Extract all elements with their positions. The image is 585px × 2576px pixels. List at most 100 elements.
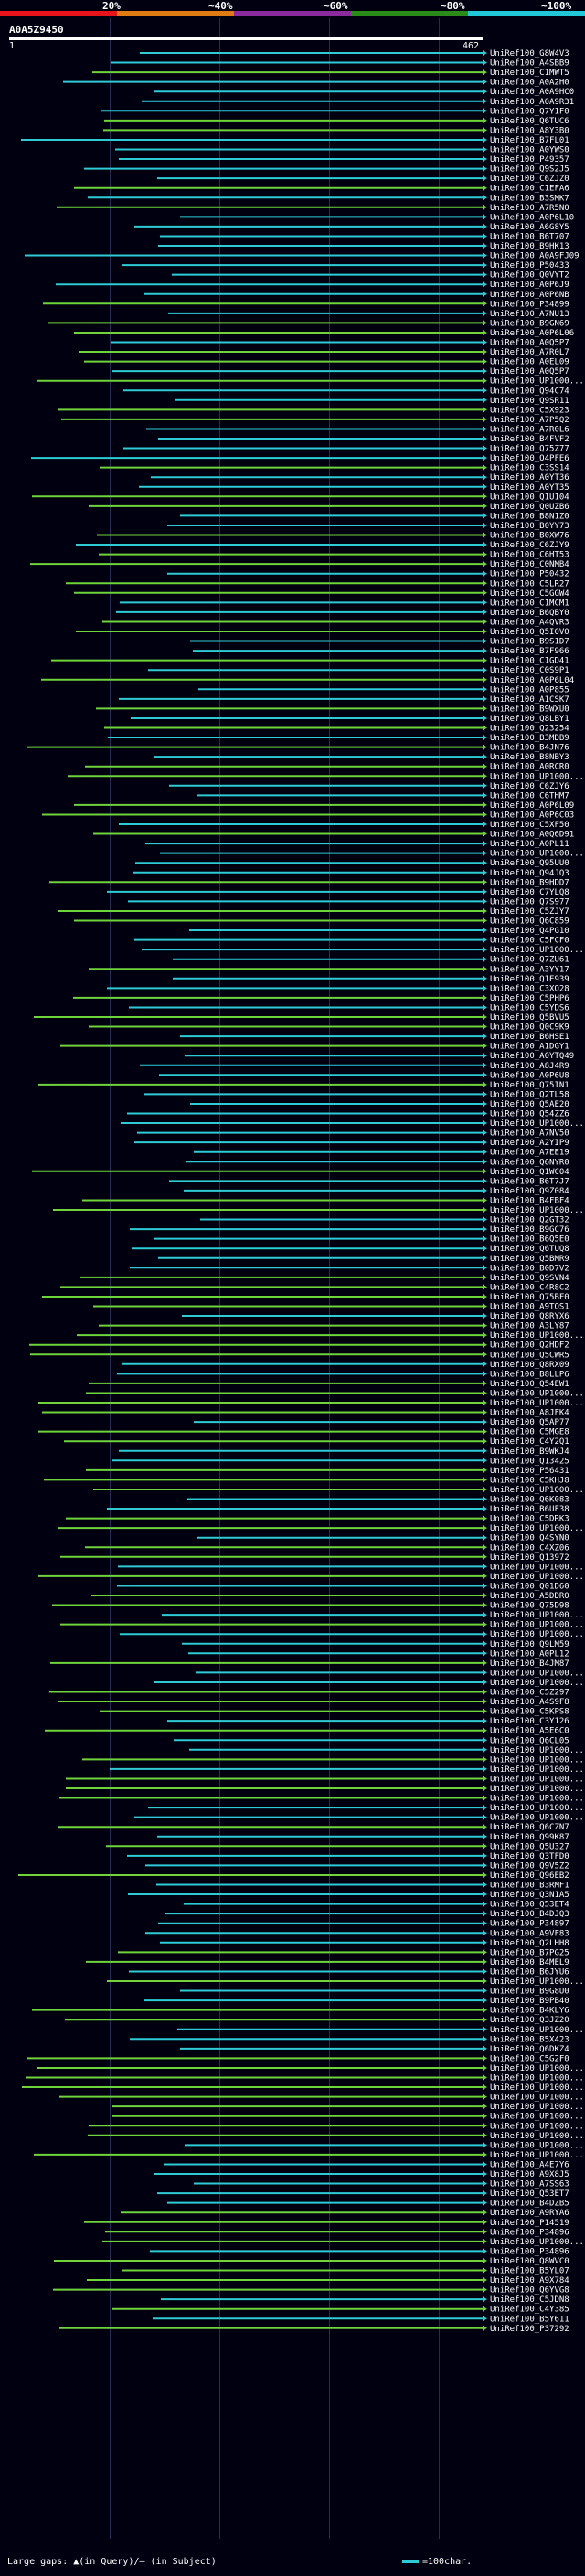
hit-label[interactable]: UniRef100_Q1E939 bbox=[490, 975, 569, 984]
hit-label[interactable]: UniRef100_C4Y385 bbox=[490, 2306, 569, 2315]
hit-label[interactable]: UniRef100_A6G8Y5 bbox=[490, 223, 569, 232]
hit-label[interactable]: UniRef100_A0A9HC0 bbox=[490, 88, 574, 97]
hit-label[interactable]: UniRef100_B8NBY3 bbox=[490, 753, 569, 762]
hit-label[interactable]: UniRef100_A7R0L6 bbox=[490, 425, 569, 434]
hit-label[interactable]: UniRef100_Q9V5Z2 bbox=[490, 1861, 569, 1871]
hit-label[interactable]: UniRef100_A5E6C0 bbox=[490, 1727, 569, 1736]
hit-label[interactable]: UniRef100_B3MDB9 bbox=[490, 734, 569, 743]
hit-label[interactable]: UniRef100_A0P6U8 bbox=[490, 1071, 569, 1080]
hit-label[interactable]: UniRef100_Q75Z77 bbox=[490, 445, 569, 454]
hit-label[interactable]: UniRef100_C7YLQ8 bbox=[490, 888, 569, 897]
hit-label[interactable]: UniRef100_A7R5N0 bbox=[490, 204, 569, 213]
hit-label[interactable]: UniRef100_B4MEL9 bbox=[490, 1958, 569, 1967]
hit-label[interactable]: UniRef100_B9GN69 bbox=[490, 319, 569, 328]
hit-label[interactable]: UniRef100_B8N1Z0 bbox=[490, 512, 569, 521]
hit-label[interactable]: UniRef100_Q5AE20 bbox=[490, 1100, 569, 1109]
hit-label[interactable]: UniRef100_UP1000... bbox=[490, 2238, 584, 2247]
hit-label[interactable]: UniRef100_Q7Y1F0 bbox=[490, 107, 569, 116]
hit-label[interactable]: UniRef100_UP1000... bbox=[490, 1206, 584, 1215]
hit-label[interactable]: UniRef100_Q99K87 bbox=[490, 1833, 569, 1842]
hit-label[interactable]: UniRef100_B3RMF1 bbox=[490, 1882, 569, 1891]
hit-label[interactable]: UniRef100_A0YWS0 bbox=[490, 146, 569, 155]
hit-label[interactable]: UniRef100_Q23254 bbox=[490, 725, 569, 734]
hit-label[interactable]: UniRef100_Q96EB2 bbox=[490, 1871, 569, 1881]
hit-label[interactable]: UniRef100_A5DDR0 bbox=[490, 1592, 569, 1601]
hit-label[interactable]: UniRef100_C5KPS8 bbox=[490, 1708, 569, 1717]
hit-label[interactable]: UniRef100_A8JFK4 bbox=[490, 1409, 569, 1418]
hit-label[interactable]: UniRef100_B3SMK7 bbox=[490, 194, 569, 203]
hit-label[interactable]: UniRef100_Q75D98 bbox=[490, 1602, 569, 1611]
hit-label[interactable]: UniRef100_C5LR27 bbox=[490, 579, 569, 588]
hit-label[interactable]: UniRef100_A0P6L09 bbox=[490, 801, 574, 811]
hit-label[interactable]: UniRef100_UP1000... bbox=[490, 2103, 584, 2112]
hit-label[interactable]: UniRef100_UP1000... bbox=[490, 1524, 584, 1533]
hit-label[interactable]: UniRef100_Q1WC04 bbox=[490, 1168, 569, 1177]
hit-label[interactable]: UniRef100_A0P6L06 bbox=[490, 329, 574, 338]
hit-label[interactable]: UniRef100_C1EFA6 bbox=[490, 185, 569, 194]
hit-label[interactable]: UniRef100_UP1000... bbox=[490, 1746, 584, 1755]
hit-label[interactable]: UniRef100_B6T707 bbox=[490, 232, 569, 241]
hit-label[interactable]: UniRef100_P14519 bbox=[490, 2219, 569, 2228]
hit-label[interactable]: UniRef100_A3LY87 bbox=[490, 1322, 569, 1331]
hit-label[interactable]: UniRef100_Q4SYN0 bbox=[490, 1534, 569, 1543]
hit-label[interactable]: UniRef100_P34896 bbox=[490, 2247, 569, 2256]
hit-label[interactable]: UniRef100_Q3N1A5 bbox=[490, 1891, 569, 1900]
hit-label[interactable]: UniRef100_Q6YVG8 bbox=[490, 2286, 569, 2295]
hit-label[interactable]: UniRef100_C6HT53 bbox=[490, 551, 569, 560]
hit-label[interactable]: UniRef100_B9HK13 bbox=[490, 242, 569, 251]
hit-label[interactable]: UniRef100_C5JDN8 bbox=[490, 2295, 569, 2305]
hit-label[interactable]: UniRef100_Q54EW1 bbox=[490, 1380, 569, 1389]
hit-label[interactable]: UniRef100_C6ZJY6 bbox=[490, 782, 569, 791]
hit-label[interactable]: UniRef100_Q5AP77 bbox=[490, 1418, 569, 1427]
hit-label[interactable]: UniRef100_A0P6C03 bbox=[490, 811, 574, 820]
hit-label[interactable]: UniRef100_A4QVR3 bbox=[490, 618, 569, 627]
hit-label[interactable]: UniRef100_C4XZ06 bbox=[490, 1543, 569, 1553]
hit-label[interactable]: UniRef100_Q9SR11 bbox=[490, 397, 569, 406]
hit-label[interactable]: UniRef100_A0EL09 bbox=[490, 358, 569, 367]
hit-label[interactable]: UniRef100_Q0VYT2 bbox=[490, 271, 569, 281]
hit-label[interactable]: UniRef100_A9RYA6 bbox=[490, 2209, 569, 2218]
hit-label[interactable]: UniRef100_Q6CL05 bbox=[490, 1736, 569, 1745]
hit-label[interactable]: UniRef100_Q5I0V0 bbox=[490, 628, 569, 637]
hit-label[interactable]: UniRef100_A0Q6D91 bbox=[490, 831, 574, 840]
hit-label[interactable]: UniRef100_C4R8C2 bbox=[490, 1283, 569, 1292]
hit-label[interactable]: UniRef100_UP1000... bbox=[490, 1331, 584, 1341]
hit-label[interactable]: UniRef100_A1DGY1 bbox=[490, 1043, 569, 1052]
hit-label[interactable]: UniRef100_UP1000... bbox=[490, 2064, 584, 2073]
hit-label[interactable]: UniRef100_Q8WVC0 bbox=[490, 2257, 569, 2266]
hit-label[interactable]: UniRef100_UP1000... bbox=[490, 1755, 584, 1765]
hit-label[interactable]: UniRef100_A0P6NB bbox=[490, 291, 569, 300]
hit-label[interactable]: UniRef100_G8W4V3 bbox=[490, 49, 569, 58]
hit-label[interactable]: UniRef100_UP1000... bbox=[490, 1785, 584, 1794]
hit-label[interactable]: UniRef100_B9PB40 bbox=[490, 1997, 569, 2006]
hit-label[interactable]: UniRef100_B6Q5E0 bbox=[490, 1235, 569, 1245]
hit-label[interactable]: UniRef100_Q9S2J5 bbox=[490, 165, 569, 175]
hit-label[interactable]: UniRef100_B4KLY6 bbox=[490, 2007, 569, 2016]
hit-label[interactable]: UniRef100_Q53ET4 bbox=[490, 1901, 569, 1910]
hit-label[interactable]: UniRef100_B0YY73 bbox=[490, 522, 569, 531]
hit-label[interactable]: UniRef100_UP1000... bbox=[490, 772, 584, 781]
hit-label[interactable]: UniRef100_UP1000... bbox=[490, 2132, 584, 2141]
hit-label[interactable]: UniRef100_A7EE19 bbox=[490, 1149, 569, 1158]
hit-label[interactable]: UniRef100_B4JM87 bbox=[490, 1659, 569, 1669]
hit-label[interactable]: UniRef100_Q94JQ3 bbox=[490, 869, 569, 878]
hit-label[interactable]: UniRef100_A2YIP9 bbox=[490, 1139, 569, 1148]
hit-label[interactable]: UniRef100_A7R0L7 bbox=[490, 348, 569, 357]
hit-label[interactable]: UniRef100_UP1000... bbox=[490, 2094, 584, 2103]
hit-label[interactable]: UniRef100_UP1000... bbox=[490, 2113, 584, 2122]
hit-label[interactable]: UniRef100_C5PHP6 bbox=[490, 994, 569, 1003]
hit-label[interactable]: UniRef100_A9X784 bbox=[490, 2276, 569, 2285]
hit-label[interactable]: UniRef100_Q6TUQ8 bbox=[490, 1245, 569, 1254]
hit-label[interactable]: UniRef100_B0D7V2 bbox=[490, 1264, 569, 1273]
hit-label[interactable]: UniRef100_Q9LM59 bbox=[490, 1640, 569, 1649]
hit-label[interactable]: UniRef100_A7NV50 bbox=[490, 1129, 569, 1139]
hit-label[interactable]: UniRef100_UP1000... bbox=[490, 1486, 584, 1495]
hit-label[interactable]: UniRef100_B4DZB5 bbox=[490, 2200, 569, 2209]
hit-label[interactable]: UniRef100_Q1U104 bbox=[490, 493, 569, 502]
hit-label[interactable]: UniRef100_UP1000... bbox=[490, 1621, 584, 1630]
hit-label[interactable]: UniRef100_B9S1D7 bbox=[490, 638, 569, 647]
hit-label[interactable]: UniRef100_A3YY17 bbox=[490, 965, 569, 974]
hit-label[interactable]: UniRef100_C5G2F0 bbox=[490, 2054, 569, 2063]
hit-label[interactable]: UniRef100_A4S9F8 bbox=[490, 1698, 569, 1707]
hit-label[interactable]: UniRef100_UP1000... bbox=[490, 2083, 584, 2093]
